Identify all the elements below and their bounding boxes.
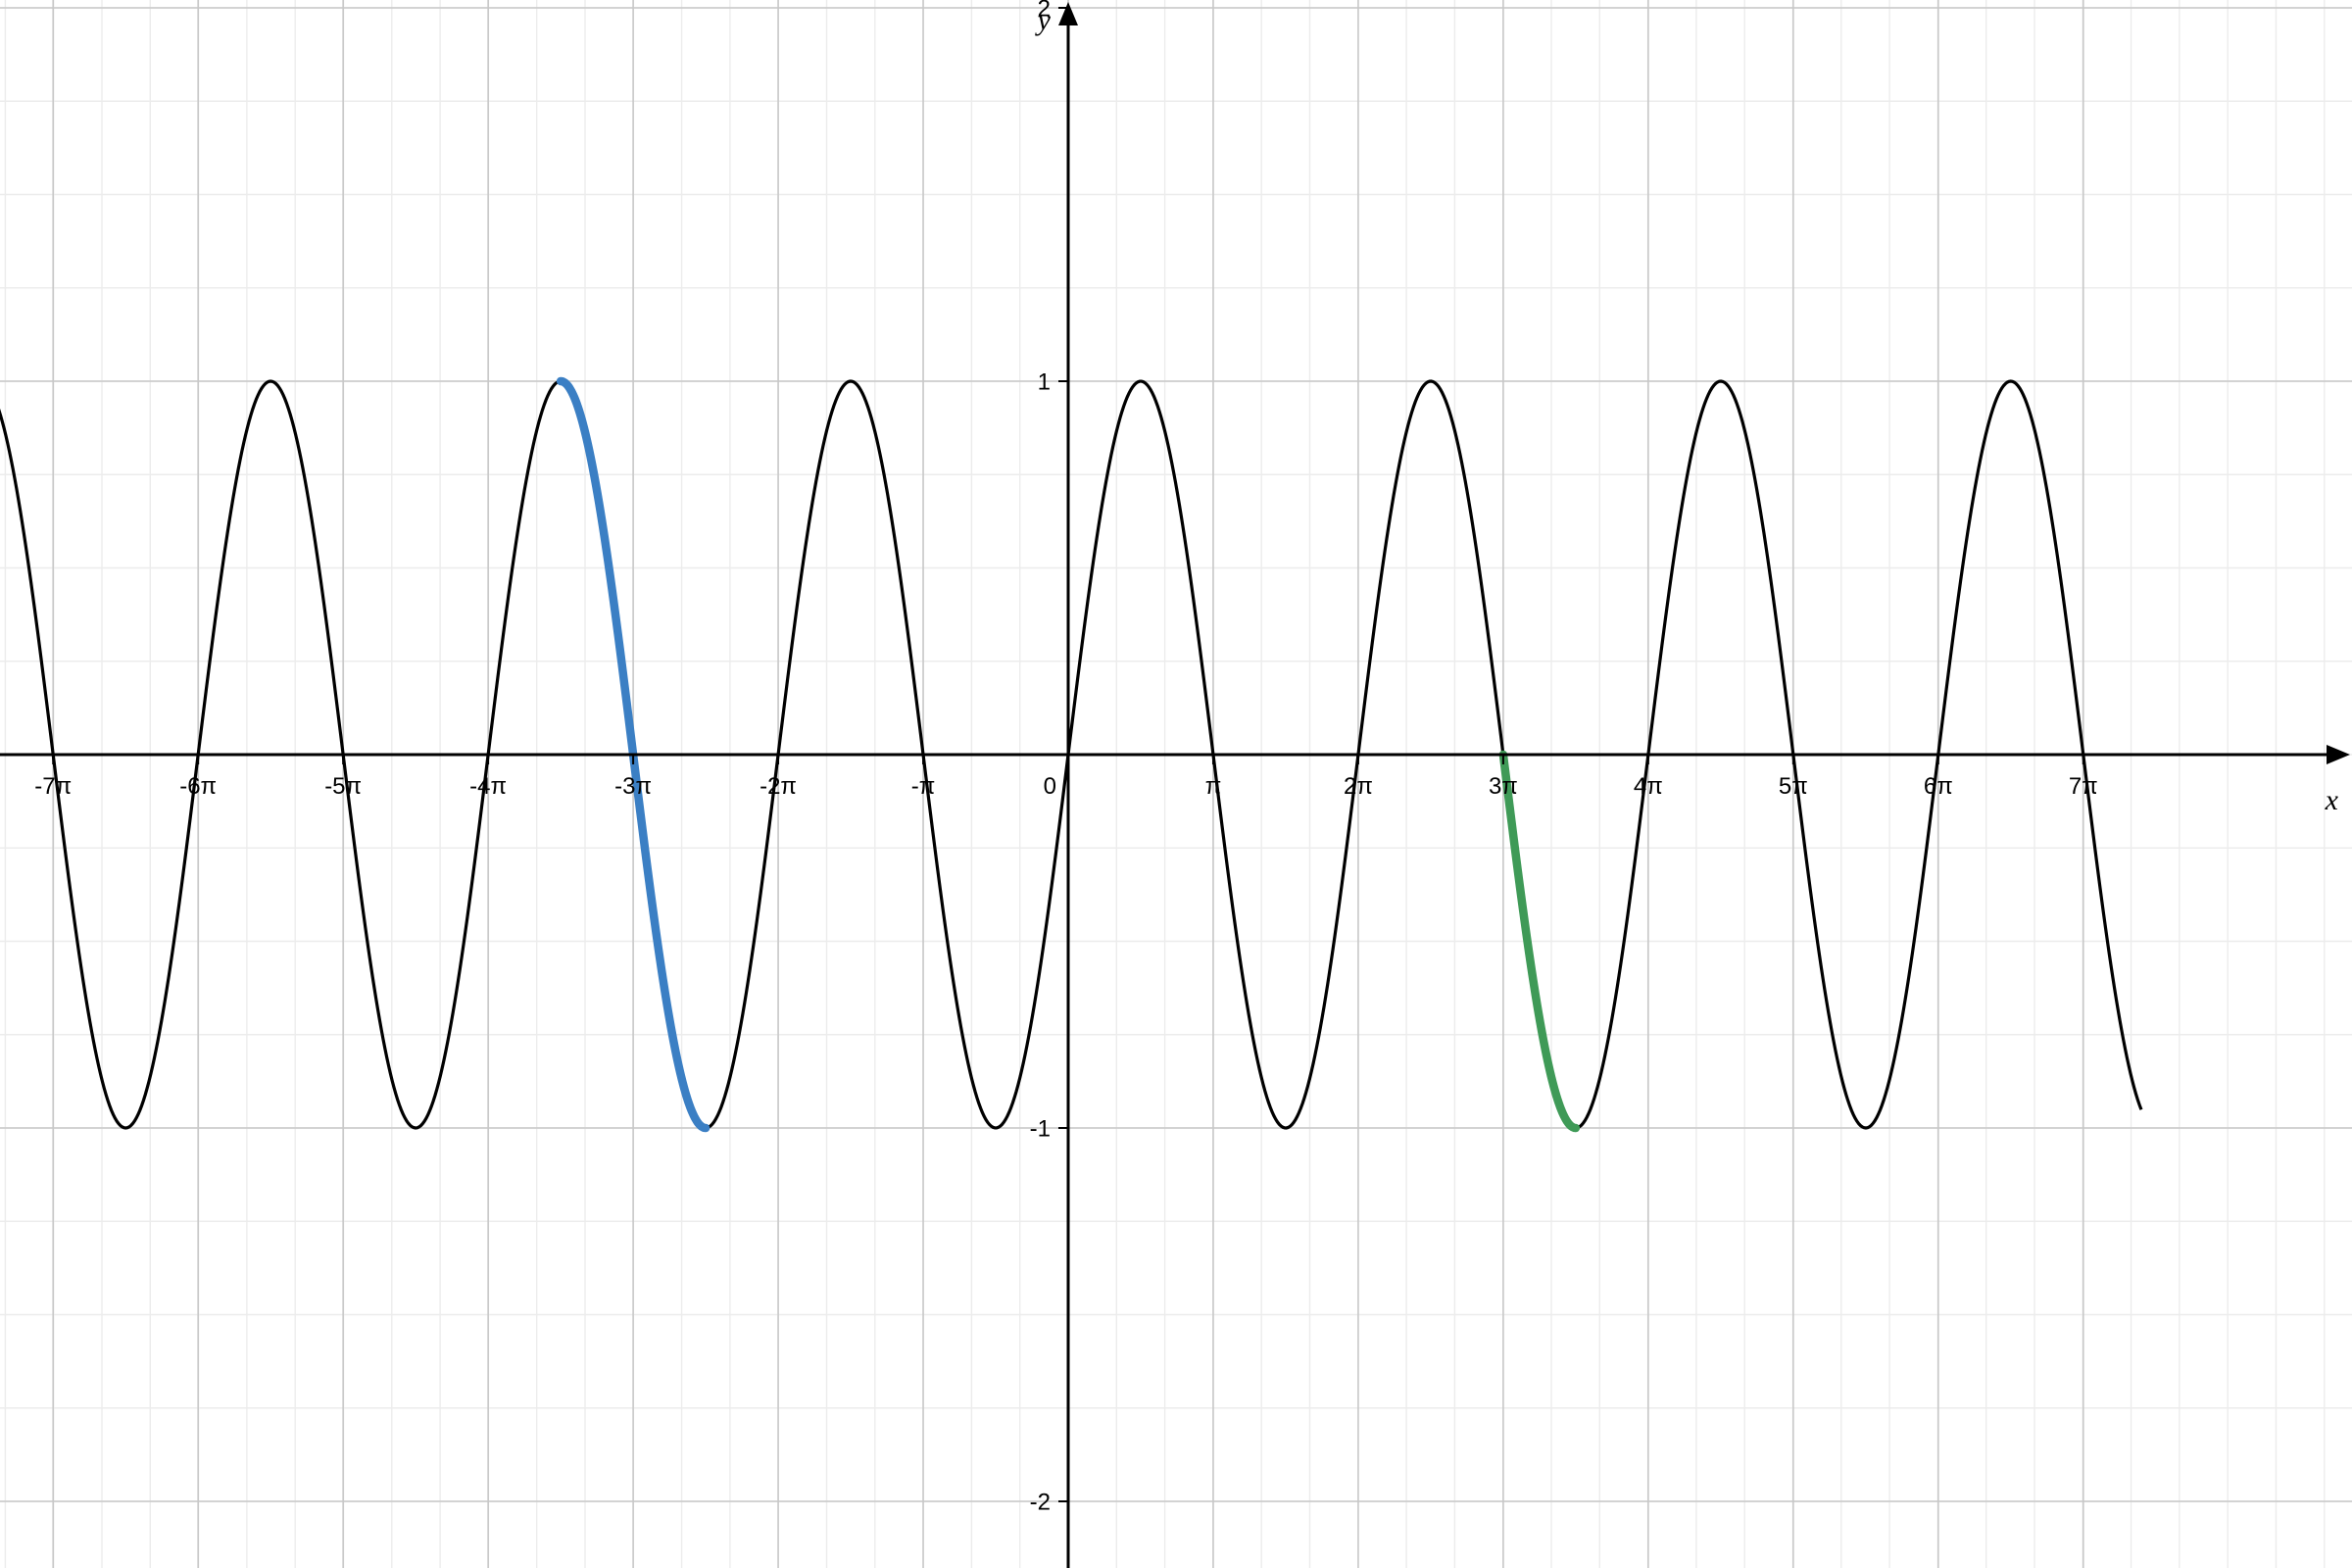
x-tick-label: 5π [1779, 773, 1808, 800]
y-tick-label: -1 [1030, 1115, 1051, 1142]
x-tick-label: 3π [1489, 773, 1518, 800]
sine-plot: yx-7π-6π-5π-4π-3π-2π-π0π2π3π4π5π6π7π21-1… [0, 0, 2352, 1568]
x-tick-label: -6π [179, 773, 217, 800]
x-tick-label: π [1205, 773, 1222, 800]
x-tick-label: 6π [1924, 773, 1953, 800]
x-tick-label: -2π [760, 773, 797, 800]
x-tick-label: -5π [324, 773, 362, 800]
x-tick-label: -7π [34, 773, 72, 800]
x-tick-label: 2π [1344, 773, 1373, 800]
y-tick-label: 1 [1038, 368, 1051, 395]
y-tick-label: 2 [1038, 0, 1051, 22]
x-tick-label: 0 [1044, 773, 1056, 800]
x-tick-label: -π [911, 773, 936, 800]
y-tick-label: -2 [1030, 1489, 1051, 1515]
x-axis-label: x [2325, 784, 2339, 816]
x-tick-label: -3π [614, 773, 652, 800]
x-tick-label: 7π [2069, 773, 2098, 800]
x-tick-label: 4π [1634, 773, 1663, 800]
x-tick-label: -4π [469, 773, 507, 800]
